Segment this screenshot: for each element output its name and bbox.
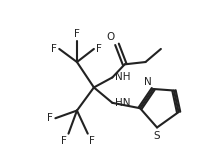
Text: N: N <box>143 77 151 87</box>
Text: S: S <box>153 131 160 141</box>
Text: F: F <box>74 29 80 39</box>
Text: F: F <box>61 136 67 146</box>
Text: F: F <box>47 113 53 123</box>
Text: F: F <box>96 44 102 54</box>
Text: NH: NH <box>115 72 130 82</box>
Text: F: F <box>51 44 57 54</box>
Text: HN: HN <box>115 98 130 108</box>
Text: F: F <box>89 136 95 146</box>
Text: O: O <box>106 32 114 42</box>
